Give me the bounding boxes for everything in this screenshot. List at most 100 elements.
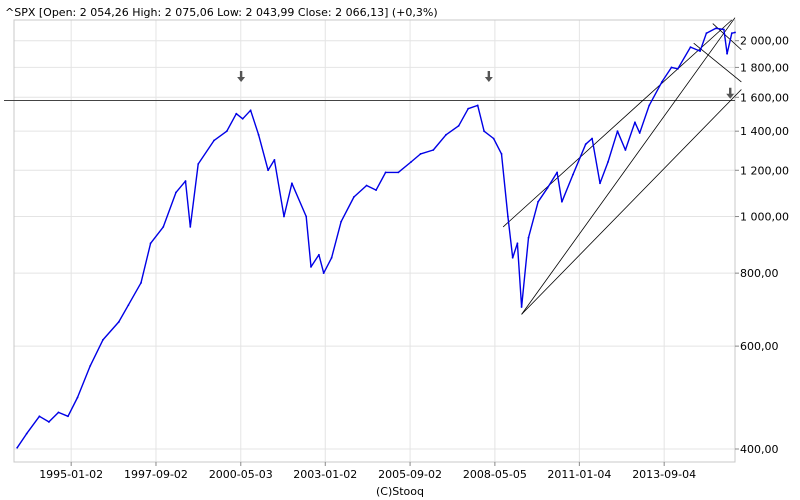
price-point (715, 27, 717, 30)
price-point (76, 396, 79, 399)
y-axis-labels: 2 000,00 1 800,00 1 600,00 1 400,00 1 200,00… (735, 35, 789, 456)
x-axis-labels: 1995-01-02 1997-09-02 2000-05-03 2003-01-02… (39, 462, 696, 481)
down-arrow-marker (237, 70, 246, 82)
x-tick-label: 2008-05-05 (463, 468, 527, 481)
price-point (726, 52, 728, 55)
price-point (699, 50, 701, 52)
price-point (140, 281, 142, 284)
price-point (330, 256, 333, 259)
price-point (365, 184, 368, 187)
price-point (149, 242, 152, 245)
trend-line (502, 19, 733, 228)
price-point (445, 133, 447, 136)
price-point (624, 149, 627, 151)
price-point (730, 32, 733, 35)
price-point (175, 191, 177, 194)
x-tick-label: 2003-01-02 (293, 468, 357, 481)
price-point (560, 200, 563, 203)
x-tick-label: 2011-01-04 (547, 468, 611, 481)
price-point (616, 130, 619, 133)
y-tick-label: 600,00 (740, 340, 779, 353)
price-point (638, 132, 641, 134)
price-point (410, 161, 412, 163)
plot-frame (13, 19, 736, 463)
x-tick-label: 1995-01-02 (39, 468, 103, 481)
trend-line (712, 23, 742, 51)
price-point (89, 365, 92, 367)
price-point (507, 215, 509, 218)
y-tick-label: 1 000,00 (740, 211, 789, 224)
price-point (584, 143, 587, 146)
price-point (127, 304, 130, 307)
price-point (476, 104, 479, 107)
price-point (492, 137, 495, 140)
price-point (16, 446, 19, 449)
price-point (500, 153, 503, 155)
price-point (340, 220, 343, 223)
price-point (734, 31, 736, 34)
price-point (516, 242, 519, 245)
price-point (197, 163, 200, 165)
price-point (511, 256, 514, 259)
price-point (572, 173, 574, 176)
price-point (432, 149, 435, 151)
down-arrow-marker (484, 70, 493, 82)
price-point (634, 121, 636, 124)
price-point (483, 130, 485, 133)
price-point (520, 306, 523, 308)
price-point (318, 253, 320, 256)
price-point (184, 180, 187, 182)
y-tick-label: 800,00 (740, 267, 779, 280)
price-point (48, 421, 50, 423)
price-point (419, 153, 422, 155)
price-point (384, 171, 387, 174)
trend-line (521, 89, 742, 315)
price-point (310, 265, 312, 268)
price-point (397, 171, 400, 174)
price-point (352, 196, 355, 198)
x-tick-label: 2013-09-04 (632, 468, 696, 481)
x-tick-label: 2000-05-03 (209, 468, 273, 481)
x-tick-label: 2005-09-02 (378, 468, 442, 481)
price-point (661, 81, 663, 83)
price-point (162, 225, 165, 228)
price-series (16, 27, 736, 449)
y-tick-label: 2 000,00 (740, 35, 789, 48)
price-point (102, 338, 104, 341)
price-point (25, 432, 28, 435)
price-point (225, 130, 228, 133)
price-point (189, 225, 192, 228)
price-point (375, 189, 377, 191)
price-point (67, 415, 69, 418)
x-tick-label: 1997-09-02 (124, 468, 188, 481)
price-line (16, 27, 736, 449)
price-point (213, 139, 216, 142)
price-point (257, 133, 260, 136)
price-point (57, 411, 60, 414)
price-point (527, 236, 530, 239)
price-point (38, 415, 41, 418)
price-point (722, 28, 725, 31)
price-point (556, 171, 559, 174)
price-point (457, 124, 460, 127)
down-arrow-marker (726, 87, 735, 99)
price-point (599, 182, 601, 185)
price-point (241, 117, 244, 120)
price-point (670, 66, 673, 69)
price-point (607, 161, 609, 163)
price-point (322, 272, 325, 275)
price-point (291, 182, 293, 185)
y-tick-label: 1 400,00 (740, 125, 789, 138)
price-point (591, 137, 593, 140)
chart-header: ^SPX [Open: 2 054,26 High: 2 075,06 Low:… (5, 6, 438, 19)
grid-lines (14, 20, 735, 462)
credit-text: (C)Stooq (375, 485, 424, 498)
price-point (676, 67, 679, 70)
y-tick-label: 1 600,00 (740, 91, 789, 104)
y-tick-label: 1 200,00 (740, 164, 789, 177)
y-tick-label: 1 800,00 (740, 61, 789, 74)
price-point (117, 321, 120, 323)
annotations (4, 17, 742, 315)
price-point (705, 32, 708, 35)
